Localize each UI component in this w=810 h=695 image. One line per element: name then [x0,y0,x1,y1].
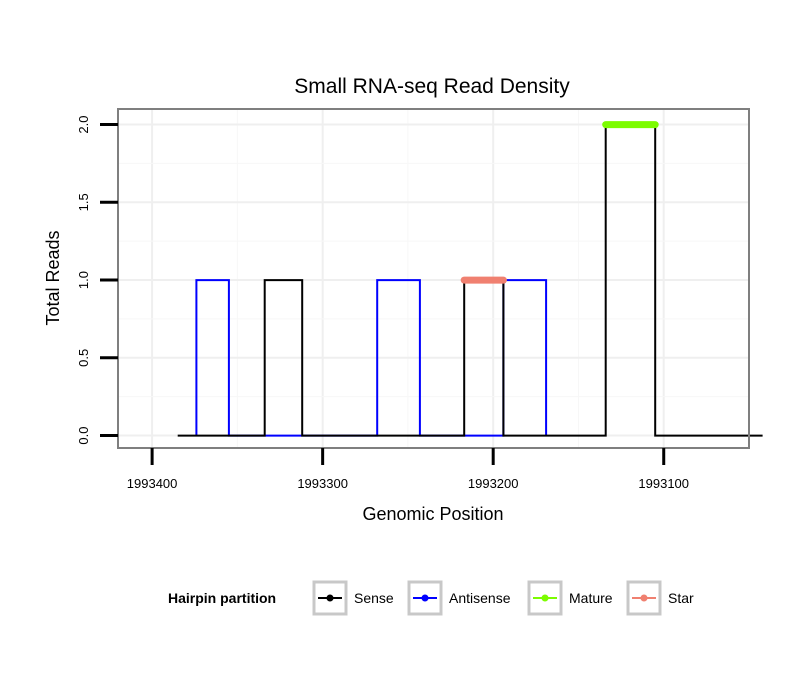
x-axis: 1993400 1993300 1993200 1993100 [127,448,689,491]
legend-key-dot [421,594,429,602]
x-tick-label: 1993300 [297,476,348,491]
y-tick-label: 0.0 [76,427,91,445]
legend: Hairpin partition Sense Antisense Mature St… [168,580,694,616]
y-tick-label: 1.0 [76,271,91,289]
x-tick-label: 1993200 [468,476,519,491]
legend-key-dot [541,594,549,602]
plot-panel [117,108,763,449]
chart-title: Small RNA-seq Read Density [294,75,570,98]
y-axis-label: Total Reads [43,230,63,325]
legend-item-mature: Mature [527,580,613,616]
x-tick-label: 1993100 [638,476,689,491]
legend-item-sense: Sense [312,580,394,616]
y-tick-label: 1.5 [76,193,91,211]
legend-title: Hairpin partition [168,590,276,606]
legend-label: Antisense [449,590,511,606]
x-axis-label: Genomic Position [362,504,503,524]
series-layer [177,121,763,437]
y-axis: 0.0 0.5 1.0 1.5 2.0 [76,116,118,445]
series-antisense-line [195,279,548,437]
legend-label: Star [668,590,694,606]
plot-background [118,109,749,448]
legend-label: Sense [354,590,394,606]
legend-label: Mature [569,590,613,606]
legend-item-star: Star [626,580,694,616]
legend-item-antisense: Antisense [407,580,511,616]
y-tick-label: 0.5 [76,349,91,367]
x-tick-label: 1993400 [127,476,178,491]
legend-key-dot [326,594,334,602]
legend-key-dot [640,594,648,602]
y-tick-label: 2.0 [76,116,91,134]
plot-border [117,108,750,449]
